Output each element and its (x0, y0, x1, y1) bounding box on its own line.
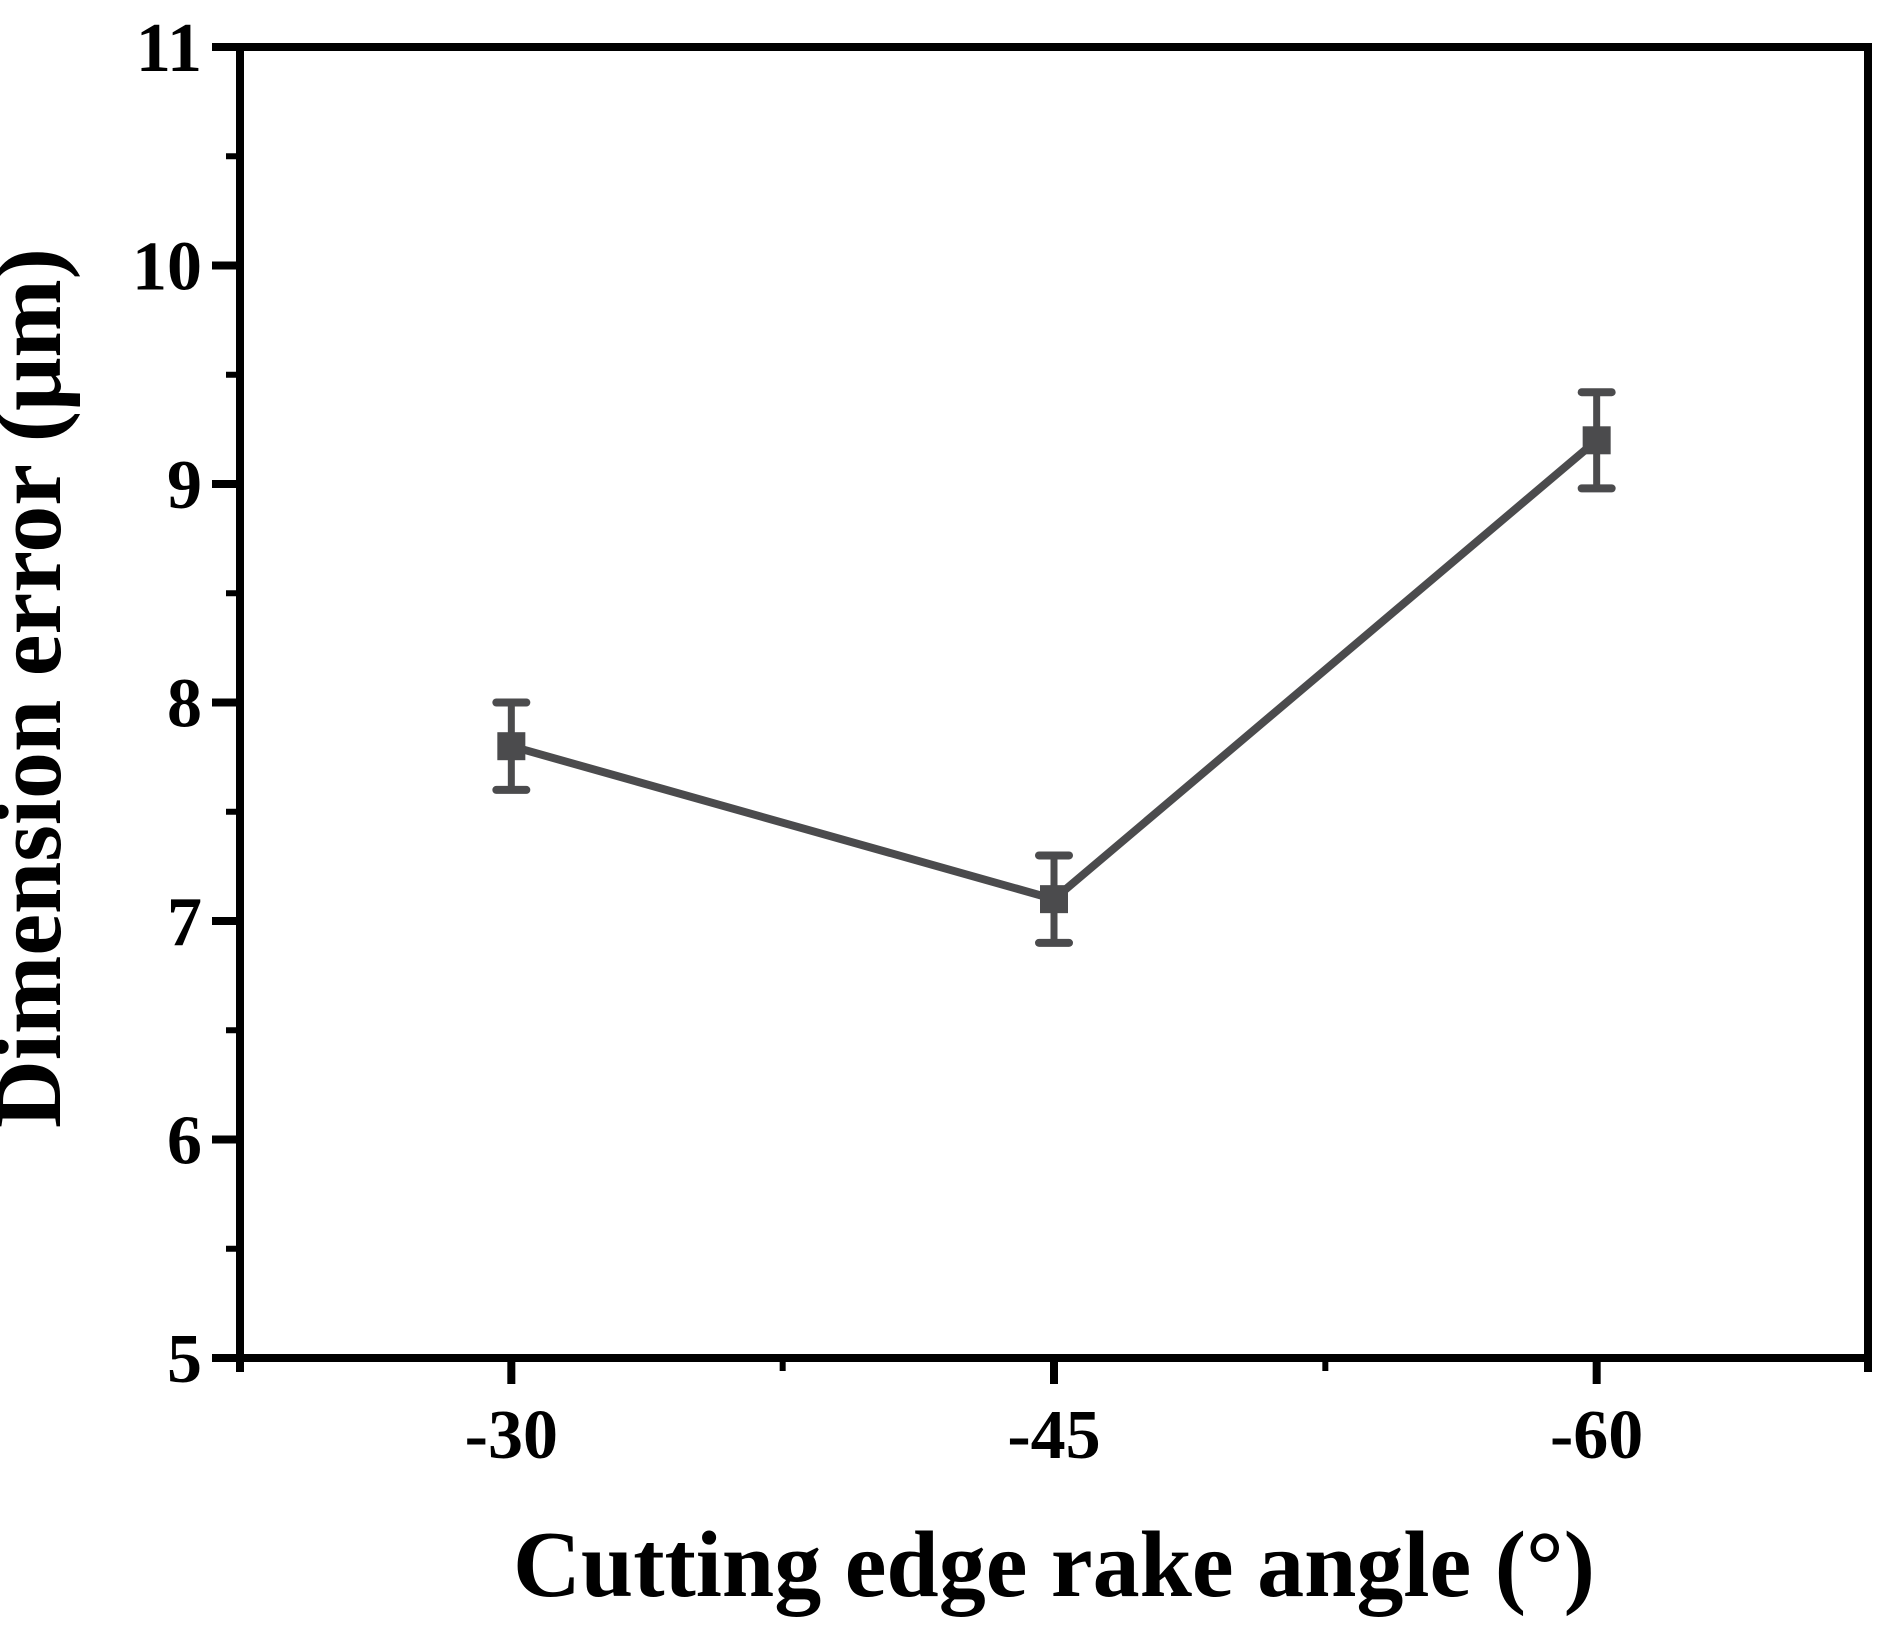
tick-labels-layer: 5 6 7 8 9 10 11 -30 -45 -60 (132, 10, 1643, 1474)
data-point-marker (1582, 426, 1611, 455)
y-tick-label: 7 (167, 884, 202, 961)
x-tick-label: -45 (1007, 1397, 1100, 1474)
plot-frame (236, 43, 1872, 1362)
data-series-layer (492, 388, 1616, 947)
y-tick-label: 10 (132, 229, 202, 306)
data-point-marker (497, 732, 526, 761)
x-axis-title: Cutting edge rake angle (°) (513, 1513, 1595, 1617)
axis-ticks-layer (212, 43, 1601, 1384)
y-tick-label: 6 (167, 1103, 202, 1180)
data-point-marker (1040, 885, 1068, 914)
y-tick-label: 11 (136, 10, 202, 87)
x-tick-label: -60 (1550, 1397, 1643, 1474)
y-tick-label: 5 (167, 1321, 202, 1398)
y-axis-title: Dimension error (μm) (0, 248, 81, 1128)
series-line (510, 437, 1600, 904)
y-tick-label: 8 (167, 666, 202, 743)
x-tick-label: -30 (465, 1397, 558, 1474)
y-tick-label: 9 (167, 447, 202, 524)
plot-frame-layer (236, 43, 1872, 1372)
